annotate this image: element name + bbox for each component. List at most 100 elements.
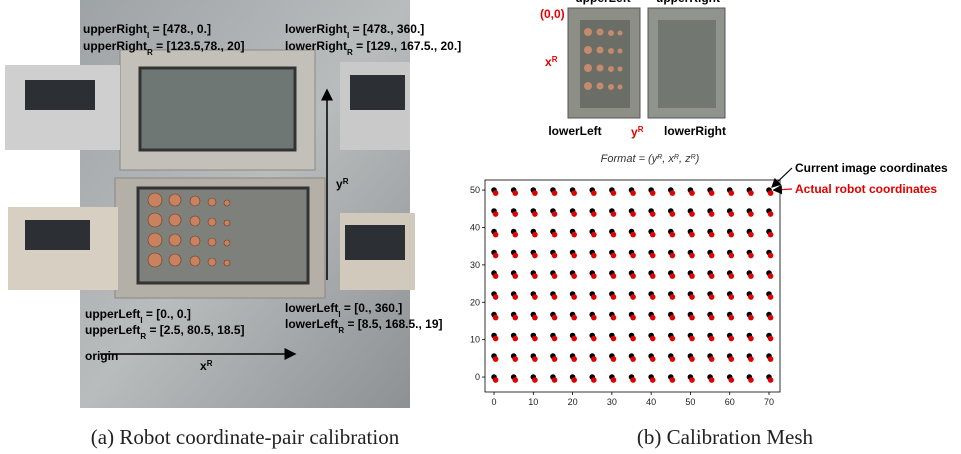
- point: [493, 336, 499, 342]
- script: R: [552, 55, 558, 64]
- format-note: Format = (yR, xR, zR): [601, 153, 700, 165]
- point: [493, 253, 499, 259]
- point: [493, 211, 499, 217]
- corner-label: lowerLeft: [548, 124, 601, 138]
- y-tick-label: 10: [470, 335, 480, 345]
- point: [709, 377, 715, 383]
- point: [630, 232, 636, 238]
- text-part: upperLeft: [85, 323, 140, 337]
- point: [532, 253, 538, 259]
- point: [650, 356, 656, 362]
- x-tick-label: 50: [685, 397, 695, 407]
- point: [768, 294, 774, 300]
- point: [493, 315, 499, 321]
- point: [650, 253, 656, 259]
- point: [689, 211, 695, 217]
- point: [591, 232, 597, 238]
- point: [768, 253, 774, 259]
- point: [552, 273, 558, 279]
- axis-label: yR: [631, 125, 644, 140]
- text-part: upperRight: [83, 39, 147, 53]
- point: [768, 232, 774, 238]
- point: [768, 273, 774, 279]
- point: [709, 315, 715, 321]
- point: [552, 211, 558, 217]
- point: [650, 190, 656, 196]
- point: [689, 336, 695, 342]
- corner-label: upperRight: [656, 0, 720, 5]
- text-part: = [123.5,78., 20]: [153, 39, 245, 53]
- script: R: [343, 177, 349, 186]
- text-part: lowerRight: [285, 39, 347, 53]
- point: [728, 336, 734, 342]
- point: [728, 232, 734, 238]
- point: [493, 356, 499, 362]
- point: [552, 377, 558, 383]
- corner-label: lowerRight: [664, 124, 726, 138]
- point: [630, 253, 636, 259]
- point: [532, 336, 538, 342]
- point: [768, 190, 774, 196]
- point: [670, 315, 676, 321]
- text-part: , x: [662, 153, 674, 165]
- y-tick-label: 50: [470, 185, 480, 195]
- point: [611, 294, 617, 300]
- legend-arrow: [772, 168, 792, 187]
- point: [768, 315, 774, 321]
- script: R: [207, 359, 213, 368]
- x-tick-label: 70: [764, 397, 774, 407]
- point: [552, 336, 558, 342]
- point: [493, 273, 499, 279]
- y-tick-label: 40: [470, 222, 480, 232]
- point: [552, 253, 558, 259]
- point: [650, 377, 656, 383]
- point: [630, 190, 636, 196]
- y-tick-label: 0: [475, 372, 480, 382]
- point: [630, 211, 636, 217]
- point: [493, 190, 499, 196]
- point: [728, 190, 734, 196]
- x-tick-label: 40: [646, 397, 656, 407]
- point: [630, 356, 636, 362]
- point: [630, 377, 636, 383]
- point: [768, 336, 774, 342]
- point: [493, 377, 499, 383]
- point: [611, 211, 617, 217]
- point: [591, 294, 597, 300]
- point: [709, 232, 715, 238]
- point: [512, 336, 518, 342]
- text-part: upperLeft: [85, 307, 140, 321]
- y-tick-label: 30: [470, 260, 480, 270]
- point: [650, 294, 656, 300]
- point: [670, 294, 676, 300]
- point: [591, 336, 597, 342]
- point: [689, 377, 695, 383]
- point: [709, 356, 715, 362]
- text-part: = [2.5, 80.5, 18.5]: [146, 323, 244, 337]
- point: [532, 211, 538, 217]
- text-part: = [0., 0.]: [143, 307, 191, 321]
- x-tick-label: 0: [492, 397, 497, 407]
- point: [591, 356, 597, 362]
- legend-label: Current image coordinates: [795, 161, 948, 175]
- point: [532, 315, 538, 321]
- text-part: , z: [679, 153, 691, 165]
- robot-photo: [5, 0, 415, 408]
- point: [611, 315, 617, 321]
- point: [689, 315, 695, 321]
- figure: (a) Robot coordinate-pair calibration (b…: [0, 0, 961, 454]
- point: [512, 253, 518, 259]
- text-part: = [8.5, 168.5., 19]: [344, 317, 442, 331]
- point: [552, 232, 558, 238]
- point: [768, 377, 774, 383]
- point: [768, 211, 774, 217]
- point: [728, 294, 734, 300]
- legend-label: Actual robot coordinates: [795, 182, 937, 196]
- text-part: lowerRight: [285, 22, 347, 36]
- point: [748, 273, 754, 279]
- point: [728, 253, 734, 259]
- point: [670, 273, 676, 279]
- point: [552, 190, 558, 196]
- point: [571, 273, 577, 279]
- point: [512, 294, 518, 300]
